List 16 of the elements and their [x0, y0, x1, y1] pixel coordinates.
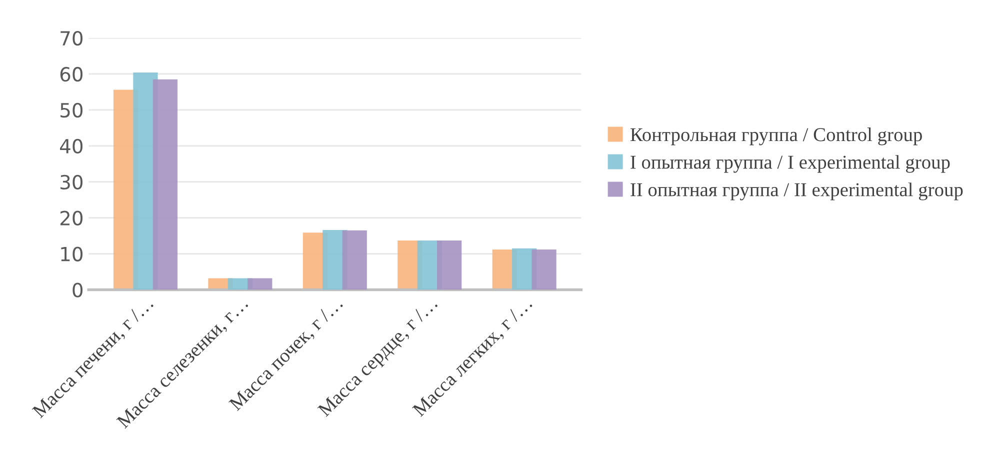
y-tick-label: 40 [60, 138, 82, 154]
legend-label: Контрольная группа / Control group [630, 128, 922, 146]
bar [437, 240, 462, 290]
y-tick-label: 10 [61, 246, 82, 262]
y-tick-label: 50 [60, 102, 82, 118]
y-tick-label: 30 [60, 174, 82, 190]
y-tick-label: 0 [72, 282, 82, 298]
y-tick-label: 70 [60, 30, 82, 46]
y-tick-label: 60 [60, 66, 82, 82]
legend-label: I опытная группа / I experimental group [630, 155, 950, 173]
bar [342, 230, 367, 290]
bar [532, 249, 556, 290]
y-tick-label: 20 [60, 210, 82, 226]
legend-label: II опытная группа / II experimental group [630, 182, 963, 200]
bar [248, 278, 272, 290]
bar [152, 79, 178, 290]
